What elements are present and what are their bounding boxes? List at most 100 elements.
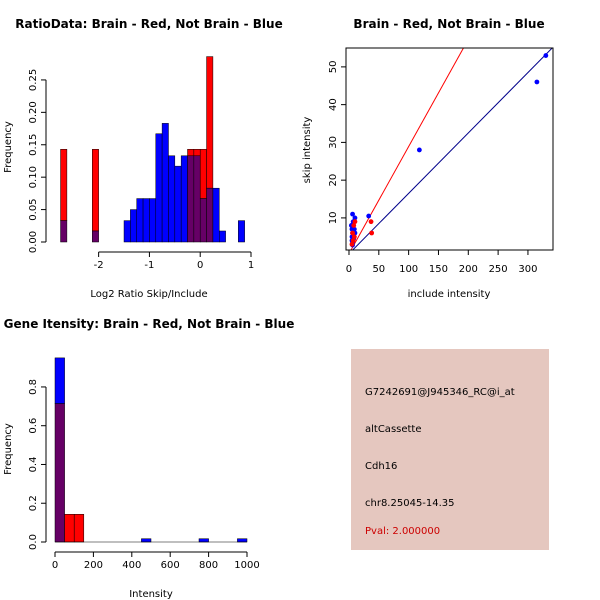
gene-hist-x-tick-label: 200 xyxy=(84,560,103,571)
gene-name: Cdh16 xyxy=(365,461,398,472)
ratio-hist-bar-notbrain xyxy=(168,155,176,243)
scatter-point-brain xyxy=(369,230,375,236)
probe-info-box: G7242691@J945346_RC@i_at altCassette Cdh… xyxy=(351,349,549,550)
scatter-x-tick-label: 50 xyxy=(372,264,385,275)
scatter-point-brain xyxy=(352,219,358,225)
gene-hist-bar-notbrain xyxy=(141,538,152,543)
ratio-hist-x-tick-label: 1 xyxy=(248,260,254,271)
ratio-hist-bar-overlap xyxy=(187,155,195,243)
gene-hist-bar-brain xyxy=(64,514,75,543)
gene-hist-bar-overlap xyxy=(54,403,65,543)
gene-hist-y-tick-label: 0.6 xyxy=(28,418,39,434)
chromosome-location: chr8.25045-14.35 xyxy=(365,498,455,509)
gene-hist-y-tick-label: 0.0 xyxy=(28,534,39,550)
ratio-hist-bar-brain xyxy=(199,149,207,199)
scatter-inner xyxy=(348,48,553,250)
ratio-histogram: RatioData: Brain - Red, Not Brain - Blue… xyxy=(3,17,283,300)
intensity-scatter-title: Brain - Red, Not Brain - Blue xyxy=(353,17,544,31)
scatter-point-brain xyxy=(351,223,357,228)
ratio-hist-bar-notbrain xyxy=(161,123,169,243)
fit-line-diag_blue xyxy=(352,48,553,250)
gene-hist-x-tick-label: 600 xyxy=(161,560,180,571)
ratio-hist-bar-notbrain xyxy=(123,220,131,243)
ratio-hist-x-tick-label: 0 xyxy=(197,260,203,271)
ratio-hist-bar-overlap xyxy=(92,230,99,243)
scatter-point-notbrain xyxy=(351,226,357,232)
scatter-y-tick-label: 40 xyxy=(328,98,339,111)
ratio-histogram-xlabel: Log2 Ratio Skip/Include xyxy=(90,289,207,300)
ratio-hist-y-tick-label: 0.25 xyxy=(28,69,39,91)
scatter-point-brain xyxy=(349,241,355,247)
gene-hist-y-tick-label: 0.2 xyxy=(28,495,39,511)
event-type: altCassette xyxy=(365,424,422,435)
probe-id: G7242691@J945346_RC@i_at xyxy=(365,387,515,398)
gene-hist-x-tick-label: 0 xyxy=(52,560,58,571)
scatter-point-notbrain xyxy=(543,53,549,58)
gene-hist-y-tick-label: 0.4 xyxy=(28,457,39,473)
ratio-hist-bar-overlap xyxy=(206,187,214,243)
ratio-hist-bar-brain xyxy=(193,149,201,157)
scatter-point-brain xyxy=(350,238,356,243)
scatter-point-brain xyxy=(368,219,374,225)
scatter-y-tick-label: 50 xyxy=(328,61,339,74)
ratio-hist-bar-notbrain xyxy=(238,220,245,243)
ratio-hist-bar-brain xyxy=(92,149,99,232)
ratio-hist-bar-brain xyxy=(60,149,68,221)
scatter-x-tick-label: 0 xyxy=(346,264,352,275)
ratio-histogram-title: RatioData: Brain - Red, Not Brain - Blue xyxy=(15,17,282,31)
ratio-hist-bar-brain xyxy=(206,56,214,189)
scatter-y-tick-label: 10 xyxy=(328,212,339,225)
ratio-hist-x-tick-label: -1 xyxy=(144,260,154,271)
gene-hist-x-tick-label: 800 xyxy=(199,560,218,571)
ratio-hist-y-tick-label: 0.10 xyxy=(28,166,39,188)
p-value: Pval: 2.000000 xyxy=(365,526,441,537)
ratio-histogram-ylabel: Frequency xyxy=(3,121,14,173)
ratio-hist-x-tick-label: -2 xyxy=(94,260,104,271)
ratio-hist-bar-notbrain xyxy=(174,165,182,243)
gene-histogram-xlabel: Intensity xyxy=(129,589,173,600)
scatter-point-notbrain xyxy=(366,213,372,219)
ratio-hist-y-tick-label: 0.05 xyxy=(28,198,39,220)
scatter-point-brain xyxy=(351,234,357,240)
ratio-hist-bar-notbrain xyxy=(212,187,220,243)
scatter-y-tick-label: 20 xyxy=(328,174,339,187)
ratio-hist-bar-notbrain xyxy=(180,155,188,243)
ratio-hist-bar-notbrain xyxy=(136,198,144,243)
gene-hist-x-tick-label: 400 xyxy=(122,560,141,571)
ratio-hist-y-tick-label: 0.00 xyxy=(28,231,39,253)
ratio-hist-bar-notbrain xyxy=(142,198,150,243)
ratio-hist-bar-overlap xyxy=(199,198,207,243)
intensity-scatter-xlabel: include intensity xyxy=(408,289,491,300)
gene-hist-bar-notbrain xyxy=(54,357,65,404)
scatter-point-notbrain xyxy=(416,147,422,153)
scatter-x-tick-label: 200 xyxy=(459,264,478,275)
scatter-point-notbrain xyxy=(350,211,355,217)
gene-hist-x-tick-label: 1000 xyxy=(234,560,259,571)
gene-histogram-ylabel: Frequency xyxy=(3,423,14,475)
ratio-hist-bar-overlap xyxy=(60,220,68,243)
gene-intensity-histogram: Gene Itensity: Brain - Red, Not Brain - … xyxy=(3,317,294,600)
scatter-y-tick-label: 30 xyxy=(328,136,339,149)
intensity-scatter-ylabel: skip intensity xyxy=(302,117,313,184)
scatter-x-tick-label: 250 xyxy=(489,264,508,275)
scatter-x-tick-label: 150 xyxy=(429,264,448,275)
ratio-hist-y-tick-label: 0.20 xyxy=(28,101,39,123)
gene-hist-bar-notbrain xyxy=(237,538,248,543)
ratio-hist-y-tick-label: 0.15 xyxy=(28,134,39,156)
scatter-plot-frame xyxy=(345,47,554,251)
ratio-hist-bar-notbrain xyxy=(149,198,157,243)
scatter-point-notbrain xyxy=(534,79,540,85)
ratio-hist-bar-overlap xyxy=(193,155,201,243)
gene-hist-bar-brain xyxy=(73,514,85,543)
scatter-x-tick-label: 100 xyxy=(399,264,418,275)
gene-hist-y-tick-label: 0.8 xyxy=(28,379,39,395)
scatter-point-brain xyxy=(350,230,355,236)
gene-hist-bar-notbrain xyxy=(198,538,209,543)
ratio-hist-bar-notbrain xyxy=(155,133,163,243)
scatter-point-notbrain xyxy=(352,215,358,221)
intensity-scatter: Brain - Red, Not Brain - Blue 0 50 100 150 2… xyxy=(302,17,554,300)
ratio-hist-bar-notbrain xyxy=(130,209,137,243)
scatter-x-tick-label: 300 xyxy=(518,264,537,275)
